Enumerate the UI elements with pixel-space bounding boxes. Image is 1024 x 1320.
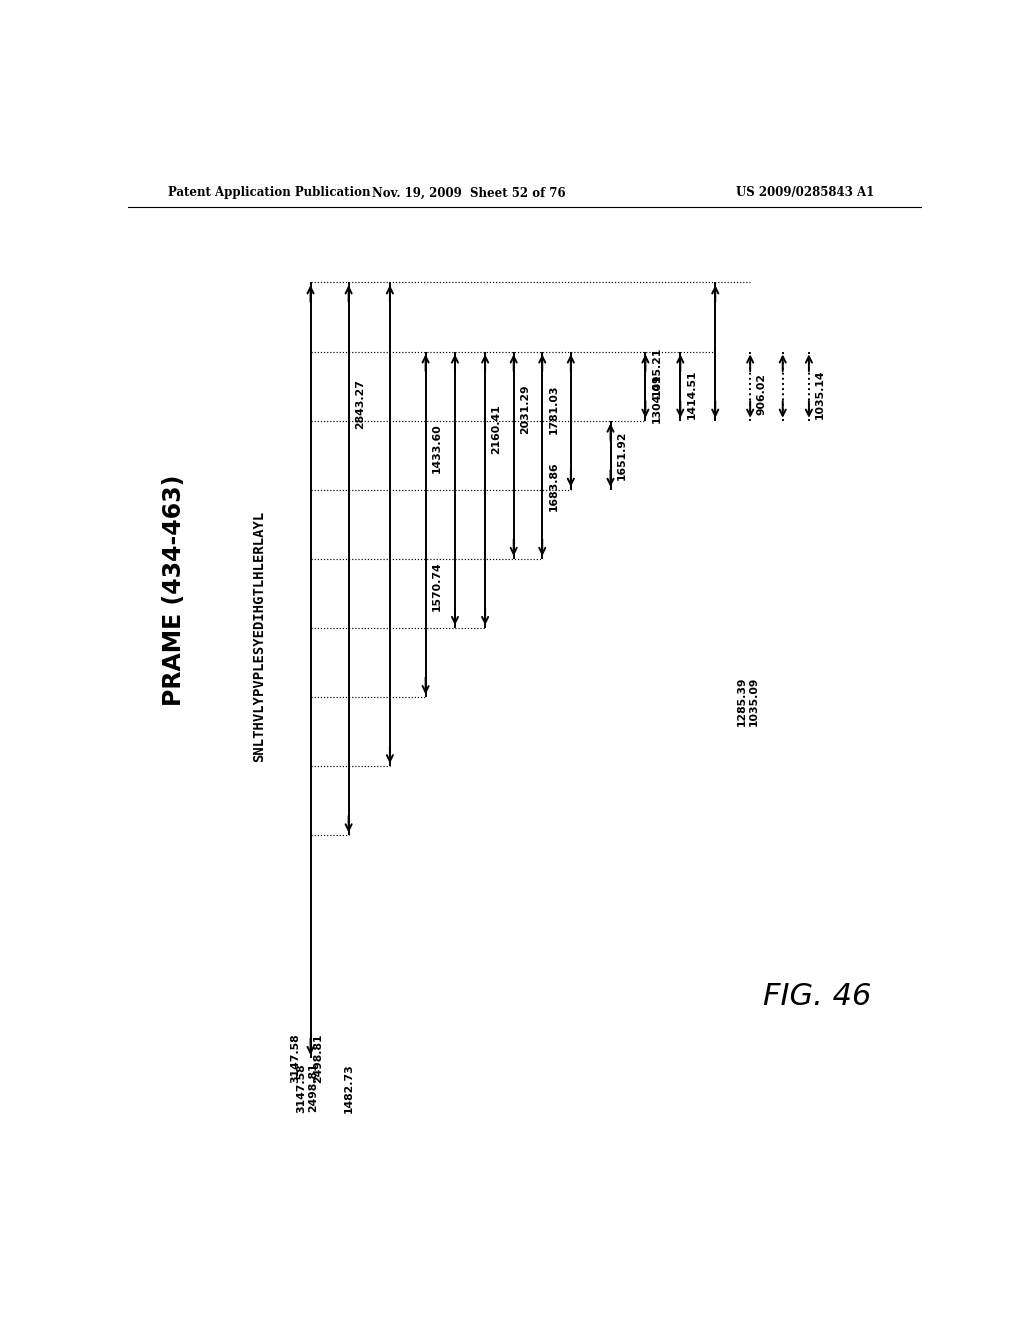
Text: 1482.73: 1482.73 xyxy=(344,1063,353,1113)
Text: US 2009/0285843 A1: US 2009/0285843 A1 xyxy=(735,186,873,199)
Text: 2031.29: 2031.29 xyxy=(520,384,530,434)
Text: 3147.58: 3147.58 xyxy=(290,1034,300,1082)
Text: FIG. 46: FIG. 46 xyxy=(763,982,871,1011)
Text: 2160.41: 2160.41 xyxy=(492,404,502,454)
Text: 1035.09: 1035.09 xyxy=(750,677,759,726)
Text: 2843.27: 2843.27 xyxy=(355,379,365,429)
Text: 3147.58: 3147.58 xyxy=(296,1063,306,1113)
Text: 1683.86: 1683.86 xyxy=(549,462,559,511)
Text: 906.02: 906.02 xyxy=(757,374,767,416)
Text: 1414.51: 1414.51 xyxy=(687,370,696,420)
Text: 1015.21: 1015.21 xyxy=(652,346,662,396)
Text: 2498.81: 2498.81 xyxy=(313,1034,323,1082)
Text: 1781.03: 1781.03 xyxy=(549,385,559,434)
Text: SNLTHVLYPVPLESYEDIHGTLHLERLAYL: SNLTHVLYPVPLESYEDIHGTLHLERLAYL xyxy=(252,511,266,762)
Text: PRAME (434-463): PRAME (434-463) xyxy=(162,475,186,706)
Text: Nov. 19, 2009  Sheet 52 of 76: Nov. 19, 2009 Sheet 52 of 76 xyxy=(373,186,566,199)
Text: 1304.49: 1304.49 xyxy=(652,374,662,424)
Text: 1433.60: 1433.60 xyxy=(432,424,442,473)
Text: 1651.92: 1651.92 xyxy=(616,430,627,480)
Text: 1570.74: 1570.74 xyxy=(432,562,442,611)
Text: 1285.39: 1285.39 xyxy=(737,677,748,726)
Text: 2498.81: 2498.81 xyxy=(308,1063,317,1113)
Text: 1035.14: 1035.14 xyxy=(815,370,825,420)
Text: Patent Application Publication: Patent Application Publication xyxy=(168,186,371,199)
